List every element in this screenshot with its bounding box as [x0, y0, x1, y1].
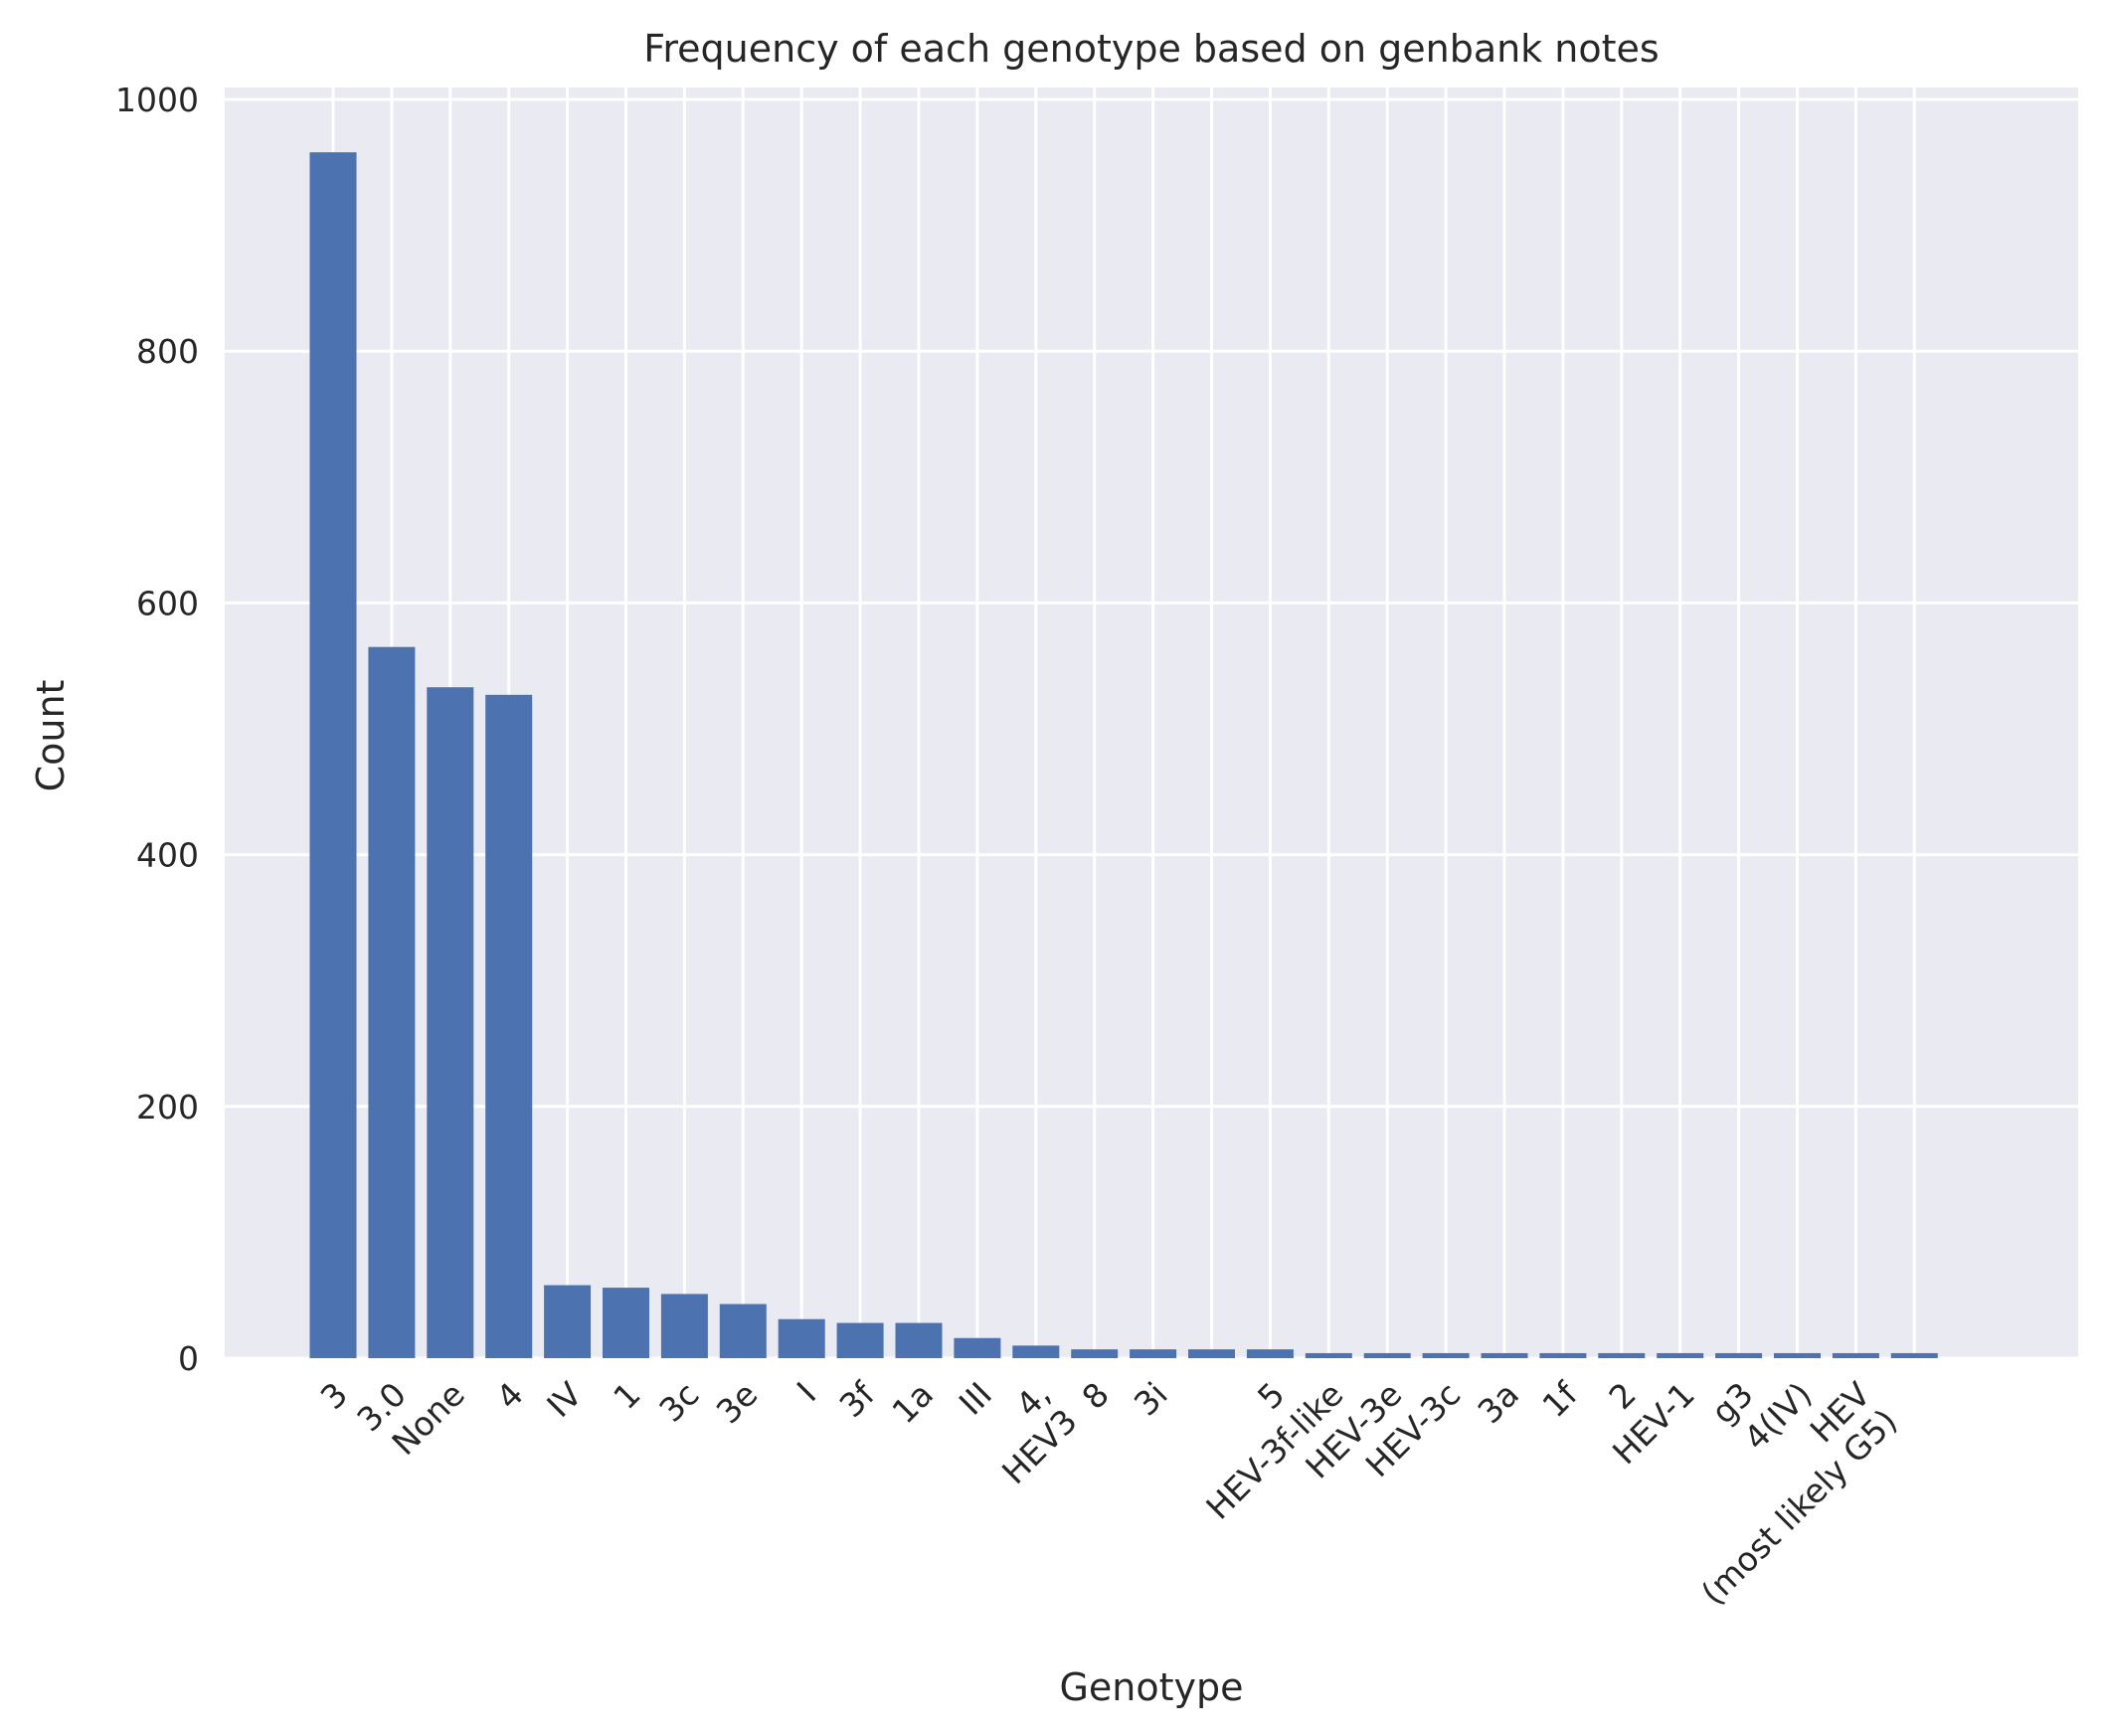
x-tick-label: 3	[313, 1375, 355, 1417]
bar	[1598, 1352, 1646, 1358]
bar	[1832, 1352, 1879, 1358]
bar	[895, 1322, 943, 1358]
bar	[1774, 1352, 1821, 1358]
x-tick-label: 1	[606, 1375, 647, 1417]
x-tick-label: I	[789, 1375, 823, 1409]
x-tick-label: 4	[488, 1375, 530, 1417]
plot-area	[225, 87, 2078, 1358]
y-tick-label: 600	[136, 584, 199, 622]
x-tick-label: 8	[1074, 1375, 1116, 1417]
y-tick-label: 1000	[115, 81, 199, 119]
bar	[485, 694, 533, 1358]
bar	[368, 646, 416, 1358]
x-tick-label: IV	[539, 1374, 590, 1425]
x-tick-label: 3i	[1127, 1375, 1175, 1424]
x-tick-label: 1f	[1534, 1374, 1586, 1426]
x-tick-label: 3c	[651, 1375, 706, 1430]
x-tick-label: 2	[1602, 1375, 1644, 1417]
bars	[309, 152, 1938, 1358]
x-tick-label: 3a	[1470, 1375, 1526, 1432]
bar	[309, 152, 357, 1358]
y-tick-label: 200	[136, 1088, 199, 1127]
x-tick-label: 5	[1250, 1375, 1292, 1417]
bar	[1657, 1352, 1704, 1358]
bar	[719, 1303, 767, 1358]
y-axis-label: Count	[29, 680, 73, 792]
bar	[1481, 1352, 1528, 1358]
bar	[836, 1322, 884, 1358]
bar	[1188, 1349, 1235, 1358]
x-tick-label: 4(IV)	[1736, 1375, 1819, 1458]
bar	[1539, 1352, 1587, 1358]
chart-title: Frequency of each genotype based on genb…	[643, 27, 1659, 71]
bar	[1422, 1352, 1470, 1358]
y-tick-label: 800	[136, 332, 199, 371]
bar	[660, 1294, 708, 1358]
bar	[954, 1337, 1001, 1358]
y-tick-label: 400	[136, 836, 199, 875]
bar	[1363, 1352, 1411, 1358]
x-axis-label: Genotype	[1059, 1665, 1243, 1709]
bar	[544, 1285, 592, 1358]
bar	[1246, 1349, 1294, 1358]
bar	[1012, 1345, 1060, 1358]
y-tick-labels: 0 200 400 600 800 1000	[115, 81, 199, 1378]
bar	[1715, 1352, 1763, 1358]
bar	[1305, 1352, 1352, 1358]
bar	[1890, 1352, 1938, 1358]
bar	[603, 1288, 649, 1358]
bar	[427, 687, 474, 1358]
x-tick-label: III	[952, 1375, 999, 1423]
x-tick-label: 1a	[884, 1375, 941, 1432]
x-tick-label: 3e	[709, 1375, 766, 1432]
x-tick-label: 3f	[832, 1374, 884, 1426]
bar	[778, 1318, 825, 1358]
bar	[1071, 1349, 1119, 1358]
y-tick-label: 0	[178, 1339, 199, 1378]
bar	[1130, 1349, 1177, 1358]
